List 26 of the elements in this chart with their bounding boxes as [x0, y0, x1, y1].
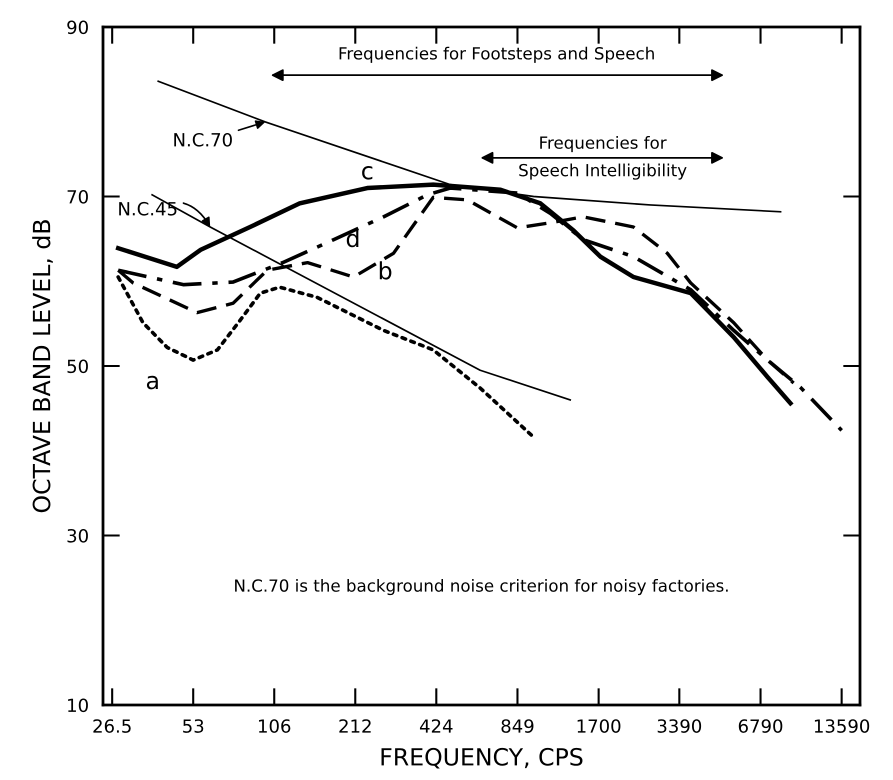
annotation: N.C.70 is the background noise criterion for noisy factories.	[235, 578, 728, 596]
x-tick-label: 13590	[814, 719, 870, 733]
x-tick-label: 106	[258, 719, 290, 733]
x-tick-label: 26.5	[93, 719, 131, 733]
annotation: Frequencies for Speech Intelligibility	[519, 136, 687, 180]
series-label: d	[346, 229, 358, 248]
x-tick-label: 3390	[658, 719, 702, 733]
x-tick-label: 53	[183, 719, 204, 733]
y-tick-label: 30	[68, 528, 88, 543]
series-label: N.C.70	[174, 132, 232, 147]
y-tick-label: 10	[68, 698, 88, 712]
series-label: a	[146, 376, 158, 390]
series-label: b	[380, 261, 392, 280]
x-tick-label: 849	[501, 719, 534, 733]
y-tick-label: 90	[67, 20, 88, 34]
y-axis-title: OCTAVE BAND LEVEL, dB	[32, 220, 53, 512]
x-tick-label: 212	[339, 719, 371, 733]
x-tick-label: 1700	[578, 719, 620, 733]
x-tick-label: 6790	[738, 719, 782, 733]
series-label: c	[362, 166, 372, 180]
legend-label: N.C.45	[119, 202, 176, 216]
x-tick-label: 424	[420, 719, 453, 733]
annotation: Frequencies for Footsteps and Speech	[340, 46, 654, 63]
y-tick-label: 70	[68, 190, 88, 204]
x-axis-title: FREQUENCY, CPS	[382, 748, 582, 768]
y-tick-label: 50	[68, 359, 88, 374]
